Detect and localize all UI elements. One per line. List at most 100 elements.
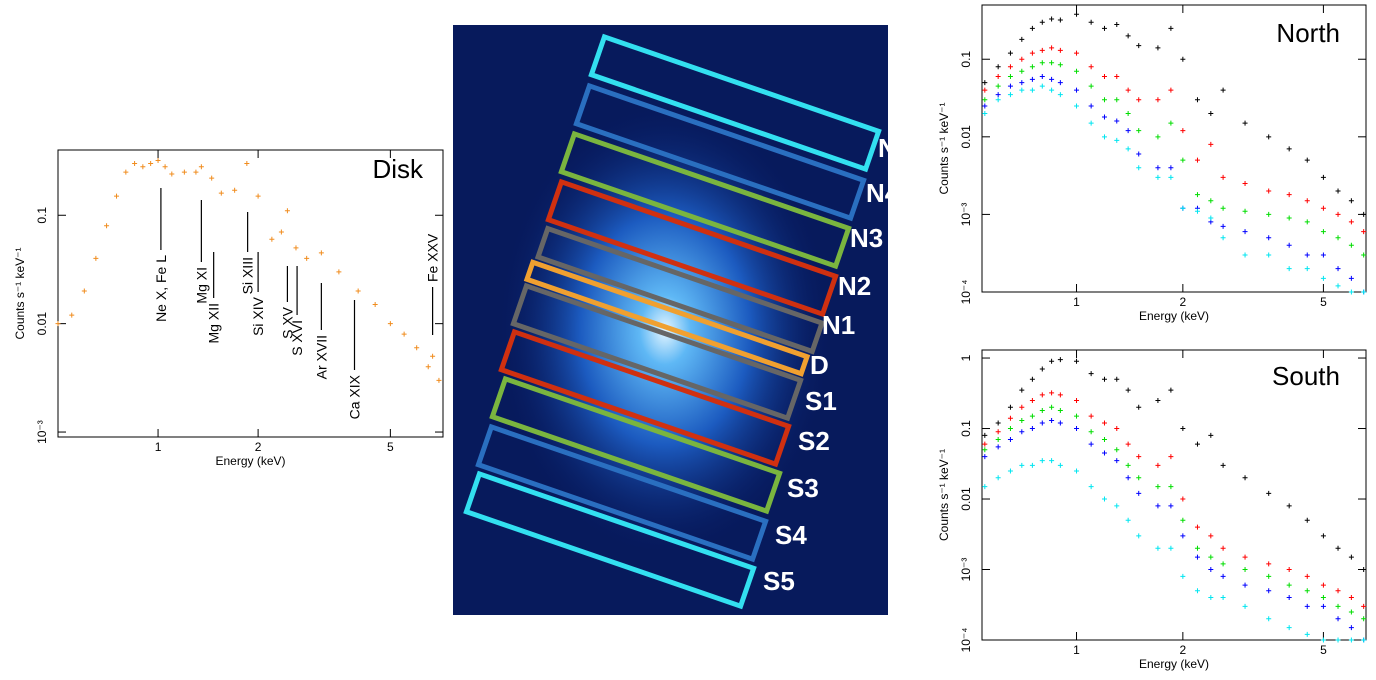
data-point	[1089, 64, 1094, 69]
data-point	[1126, 146, 1131, 151]
data-point	[1266, 252, 1271, 257]
y-tick-label: 10⁻⁴	[959, 280, 973, 305]
data-point	[1089, 103, 1094, 108]
chart-title: North	[1276, 18, 1340, 48]
data-point	[1049, 88, 1054, 93]
data-point	[1136, 405, 1141, 410]
data-point	[1008, 405, 1013, 410]
data-point	[1114, 458, 1119, 463]
data-point	[1208, 142, 1213, 147]
data-point	[1221, 88, 1226, 93]
y-tick-label: 10⁻⁴	[959, 628, 973, 653]
data-point	[996, 444, 1001, 449]
data-point	[1049, 418, 1054, 423]
data-point	[1019, 418, 1024, 423]
data-point	[1243, 121, 1248, 126]
data-point	[269, 237, 274, 242]
x-tick-label: 5	[387, 440, 394, 454]
x-axis-label: Energy (keV)	[1139, 309, 1209, 323]
data-point	[1305, 588, 1310, 593]
emission-glow	[495, 100, 835, 560]
data-point	[1008, 437, 1013, 442]
data-point	[1321, 583, 1326, 588]
data-point	[1102, 437, 1107, 442]
data-point	[1040, 84, 1045, 89]
data-point	[319, 250, 324, 255]
region-label: S3	[787, 473, 819, 503]
chart-title: South	[1272, 361, 1340, 391]
data-point	[1195, 588, 1200, 593]
data-point	[1221, 561, 1226, 566]
data-point	[104, 223, 109, 228]
data-point	[1058, 62, 1063, 67]
data-point	[1102, 134, 1107, 139]
data-point	[1305, 158, 1310, 163]
data-point	[1102, 74, 1107, 79]
data-point	[1089, 414, 1094, 419]
data-point	[1221, 546, 1226, 551]
data-point	[1019, 69, 1024, 74]
data-point	[1336, 588, 1341, 593]
data-point	[69, 313, 74, 318]
data-point	[1266, 235, 1271, 240]
data-point	[1195, 158, 1200, 163]
data-point	[982, 97, 987, 102]
data-point	[1208, 567, 1213, 572]
data-point	[1040, 60, 1045, 65]
data-point	[1136, 454, 1141, 459]
data-point	[1136, 165, 1141, 170]
data-point	[1221, 235, 1226, 240]
data-point	[1008, 84, 1013, 89]
data-point	[1168, 121, 1173, 126]
data-point	[1361, 252, 1366, 257]
data-point	[1040, 408, 1045, 413]
data-point	[1155, 45, 1160, 50]
data-point	[1019, 80, 1024, 85]
data-point	[232, 188, 237, 193]
data-point	[1195, 555, 1200, 560]
data-point	[1361, 290, 1366, 295]
data-point	[982, 447, 987, 452]
data-point	[1074, 426, 1079, 431]
line-label: Fe XXV	[425, 233, 441, 282]
x-tick-label: 1	[1073, 295, 1080, 309]
data-point	[1243, 181, 1248, 186]
region-label: D	[810, 350, 829, 380]
region-label: S2	[798, 426, 830, 456]
data-point	[1243, 475, 1248, 480]
data-point	[1208, 111, 1213, 116]
data-point	[996, 92, 1001, 97]
data-point	[996, 420, 1001, 425]
x-tick-label: 2	[1180, 643, 1187, 657]
data-point	[1243, 567, 1248, 572]
data-point	[1349, 276, 1354, 281]
data-point	[1266, 491, 1271, 496]
data-point	[1180, 426, 1185, 431]
x-tick-label: 2	[1180, 295, 1187, 309]
data-point	[1058, 48, 1063, 53]
region-label: S4	[775, 520, 807, 550]
y-tick-label: 10⁻³	[959, 558, 973, 582]
data-point	[1114, 447, 1119, 452]
data-point	[1287, 583, 1292, 588]
data-point	[1349, 219, 1354, 224]
data-point	[1221, 224, 1226, 229]
data-point	[1349, 625, 1354, 630]
data-point	[1126, 33, 1131, 38]
data-point	[256, 194, 261, 199]
data-point	[1349, 638, 1354, 643]
data-point	[1287, 595, 1292, 600]
data-point	[1049, 60, 1054, 65]
data-point	[1180, 518, 1185, 523]
data-point	[1058, 408, 1063, 413]
region-label: N5	[878, 133, 911, 163]
data-point	[1221, 595, 1226, 600]
data-point	[1243, 229, 1248, 234]
data-point	[1155, 546, 1160, 551]
data-point	[1008, 74, 1013, 79]
data-point	[1126, 128, 1131, 133]
data-point	[1019, 463, 1024, 468]
data-point	[402, 332, 407, 337]
x-tick-label: 1	[1073, 643, 1080, 657]
data-point	[982, 111, 987, 116]
